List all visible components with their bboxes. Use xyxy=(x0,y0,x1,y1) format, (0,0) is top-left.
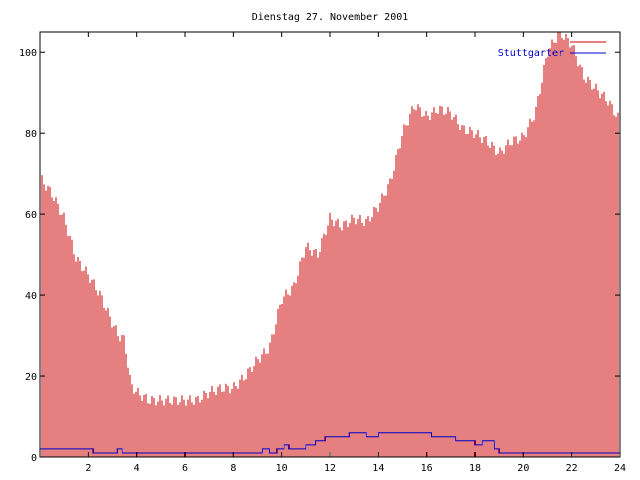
legend-label: Stuttgarter xyxy=(498,48,564,59)
x-tick-label: 2 xyxy=(85,463,91,474)
x-tick-label: 6 xyxy=(182,463,188,474)
y-tick-label: 80 xyxy=(25,129,37,140)
line-series xyxy=(40,432,620,454)
legend: Stuttgarter xyxy=(498,41,606,59)
x-tick-label: 24 xyxy=(614,463,626,474)
x-axis: 2 4 6 8 10 12 14 16 18 20 22 24 xyxy=(85,32,626,474)
y-tick-label: 100 xyxy=(19,48,37,59)
x-tick-label: 16 xyxy=(421,463,433,474)
y-tick-label: 60 xyxy=(25,210,37,221)
y-tick-label: 20 xyxy=(25,372,37,383)
x-tick-label: 18 xyxy=(469,463,481,474)
stuttgarter-line xyxy=(40,432,620,454)
x-tick-label: 4 xyxy=(134,463,140,474)
x-tick-label: 12 xyxy=(324,463,336,474)
y-tick-label: 0 xyxy=(31,453,37,464)
x-tick-label: 14 xyxy=(372,463,384,474)
x-tick-label: 8 xyxy=(230,463,236,474)
x-tick-label: 10 xyxy=(276,463,288,474)
chart-title: Dienstag 27. November 2001 xyxy=(252,12,409,23)
y-tick-label: 40 xyxy=(25,291,37,302)
bar-series xyxy=(39,32,621,457)
x-tick-label: 22 xyxy=(566,463,578,474)
x-tick-label: 20 xyxy=(517,463,529,474)
y-axis: 0 20 40 60 80 100 xyxy=(19,48,620,464)
